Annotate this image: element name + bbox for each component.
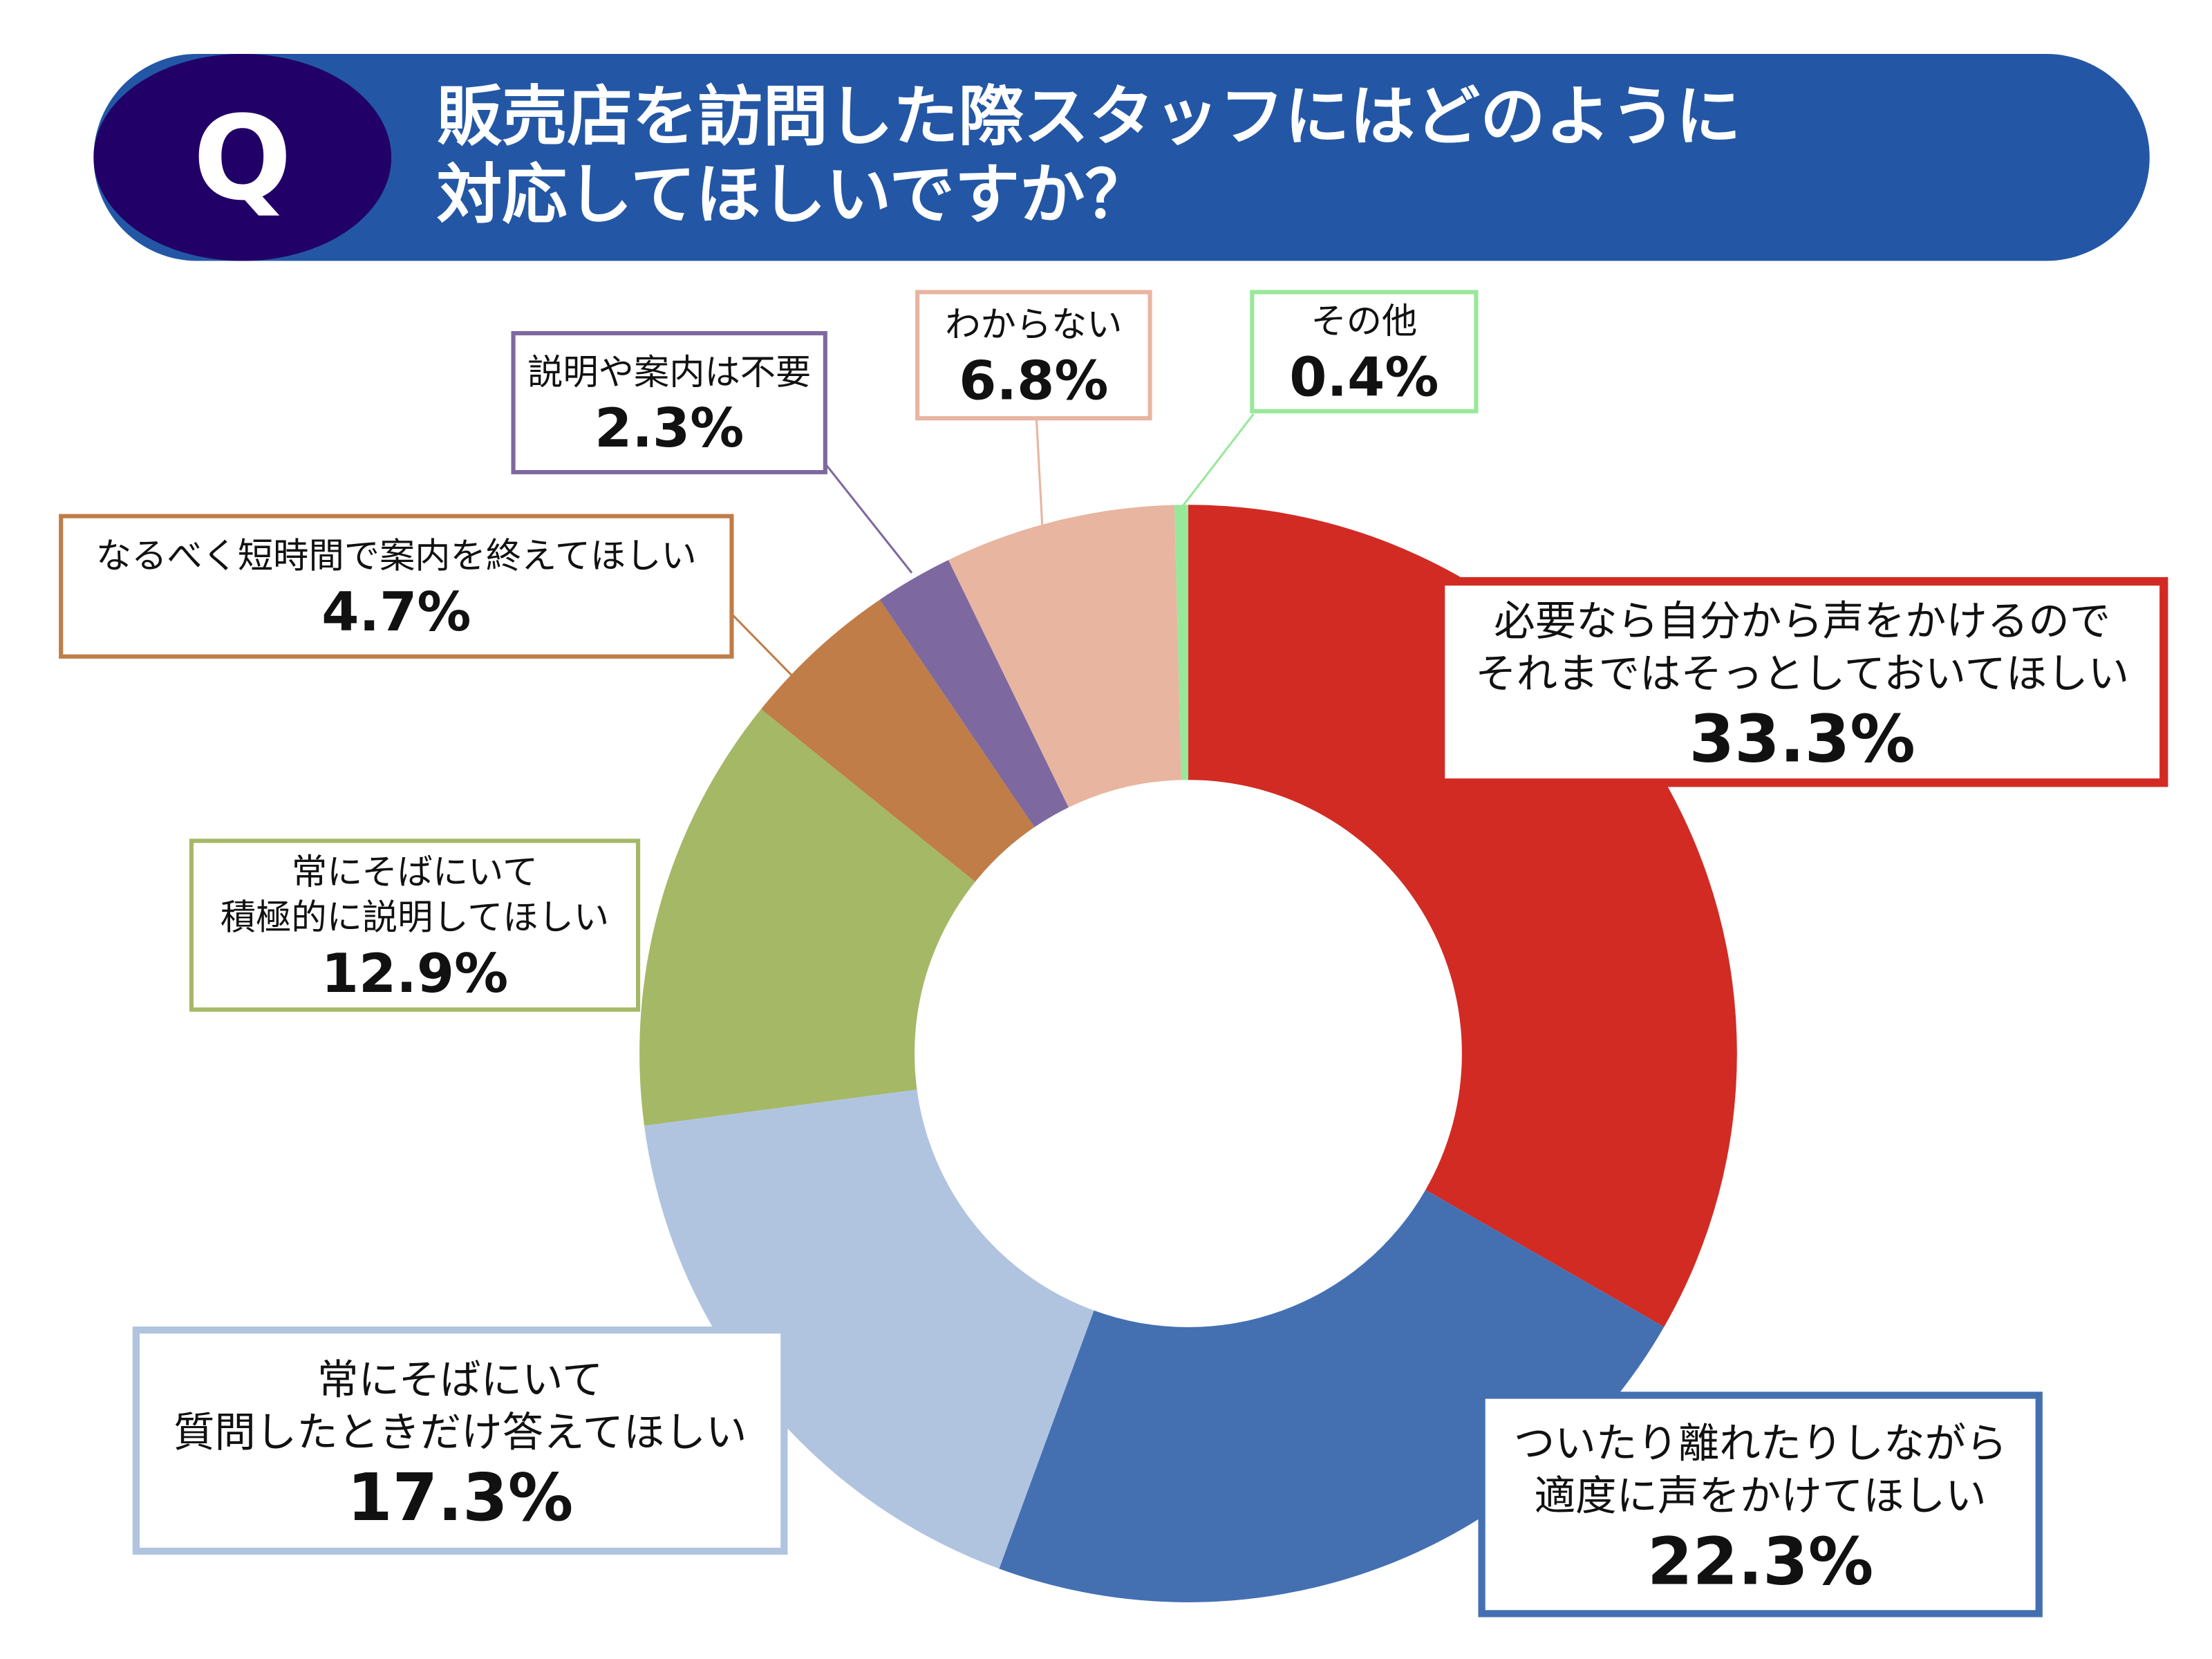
question-header: Q 販売店を訪問した際スタッフにはどのように 対応してほしいですか？ bbox=[93, 53, 2150, 261]
label-text: なるべく短時間で案内を終えてほしい bbox=[96, 536, 697, 577]
label-percent: 22.3% bbox=[1647, 1524, 1873, 1600]
label-percent: 33.3% bbox=[1689, 702, 1915, 778]
label-text: 常にそばにいて bbox=[317, 1356, 603, 1404]
title-line-2: 対応してほしいですか？ bbox=[437, 157, 1150, 233]
label-percent: 4.7% bbox=[321, 581, 471, 644]
leader-line-no-explanation bbox=[824, 462, 913, 574]
header-bar bbox=[93, 53, 2150, 261]
label-box bbox=[511, 330, 827, 475]
label-text: 質問したときだけ答えてほしい bbox=[174, 1409, 747, 1456]
label-percent: 0.4% bbox=[1289, 346, 1438, 409]
leader-line-other bbox=[1181, 413, 1255, 507]
slice-no-explanation bbox=[879, 560, 1069, 827]
label-text: その他 bbox=[1311, 301, 1417, 342]
label-box bbox=[189, 838, 641, 1012]
slice-short-time bbox=[760, 599, 1035, 882]
slice-unknown bbox=[948, 505, 1182, 808]
label-box bbox=[1250, 290, 1479, 413]
label-box bbox=[132, 1326, 788, 1555]
label-percent: 6.8% bbox=[959, 350, 1108, 412]
leader-lines bbox=[731, 413, 1255, 682]
q-badge bbox=[93, 53, 392, 261]
label-text: 説明や案内は不要 bbox=[527, 352, 811, 393]
slice-other bbox=[1174, 505, 1188, 780]
slice-answer-only bbox=[644, 1089, 1094, 1569]
title-line-1: 販売店を訪問した際スタッフにはどのように bbox=[437, 79, 1741, 155]
label-text: それまではそっとしておいてほしい bbox=[1475, 650, 2129, 698]
label-percent: 2.3% bbox=[594, 397, 744, 460]
label-text: 常にそばにいて bbox=[292, 852, 538, 893]
label-percent: 17.3% bbox=[347, 1460, 573, 1536]
label-box bbox=[1436, 577, 2168, 787]
label-box bbox=[1478, 1391, 2043, 1618]
label-box bbox=[915, 290, 1152, 421]
label-text: 積極的に説明してほしい bbox=[221, 897, 609, 939]
slice-active bbox=[639, 709, 975, 1126]
leader-line-short-time bbox=[731, 613, 798, 682]
leader-line-unknown bbox=[1035, 420, 1044, 525]
label-text: 適度に声をかけてほしい bbox=[1535, 1473, 1987, 1521]
q-mark: Q bbox=[193, 91, 292, 226]
label-text: ついたり離れたりしながら bbox=[1514, 1421, 2007, 1468]
label-percent: 12.9% bbox=[321, 943, 508, 1005]
label-text: わからない bbox=[945, 304, 1122, 346]
label-box bbox=[59, 514, 734, 659]
label-text: 必要なら自分から声をかけるので bbox=[1494, 598, 2110, 646]
